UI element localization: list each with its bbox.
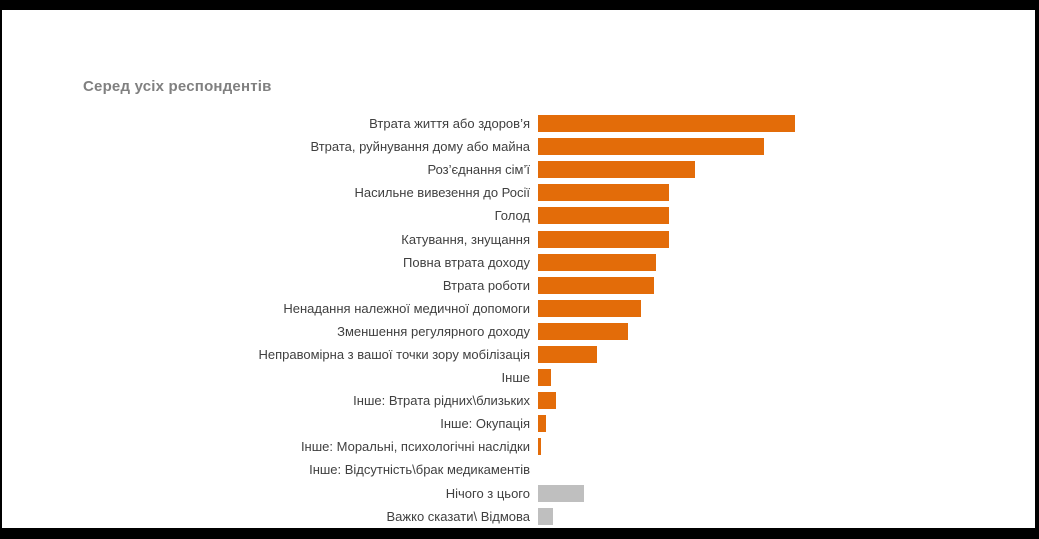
bar-chart: Втрата життя або здоров’я Втрата, руйнува…	[2, 112, 1035, 528]
bar	[538, 345, 598, 363]
bar-track	[538, 184, 1035, 202]
chart-row: Насильне вивезення до Росії	[2, 181, 1035, 204]
chart-row: Катування, знущання	[2, 227, 1035, 250]
bar-track	[538, 369, 1035, 387]
bar-track	[538, 115, 1035, 133]
chart-row: Інше	[2, 366, 1035, 389]
chart-row: Зменшення регулярного доходу	[2, 320, 1035, 343]
bar-track	[538, 322, 1035, 340]
bar-label: Повна втрата доходу	[403, 254, 530, 270]
bar-track	[538, 138, 1035, 156]
chart-row: Роз’єднання сім’ї	[2, 158, 1035, 181]
bar-label: Важко сказати\ Відмова	[386, 508, 530, 524]
bar	[538, 253, 657, 271]
bar-track	[538, 461, 1035, 478]
bar-track	[538, 207, 1035, 225]
bar	[538, 369, 551, 387]
bar-track	[538, 230, 1035, 248]
chart-row: Важко сказати\ Відмова	[2, 505, 1035, 528]
chart-row: Нічого з цього	[2, 482, 1035, 505]
bar-track	[538, 415, 1035, 433]
bar-label: Втрата, руйнування дому або майна	[310, 139, 530, 155]
bar-label: Інше: Моральні, психологічні наслідки	[300, 439, 530, 455]
bar-label: Нічого з цього	[445, 485, 530, 501]
bar-track	[538, 299, 1035, 317]
chart-row: Втрата життя або здоров’я	[2, 112, 1035, 135]
bar-track	[538, 253, 1035, 271]
chart-row: Ненадання належної медичної допомоги	[2, 297, 1035, 320]
bar-label: Втрата життя або здоров’я	[369, 116, 530, 132]
bar-label: Зменшення регулярного доходу	[337, 323, 530, 339]
chart-row: Повна втрата доходу	[2, 251, 1035, 274]
chart-title: Серед усіх респондентів	[83, 78, 272, 95]
bar-label: Голод	[494, 208, 530, 224]
bar-track	[538, 345, 1035, 363]
bar	[538, 438, 541, 456]
bar	[538, 484, 585, 502]
bar-label: Інше	[501, 370, 530, 386]
bar-label: Інше: Втрата рідних\близьких	[353, 393, 530, 409]
bar	[538, 115, 795, 133]
bar-label: Інше: Відсутність\брак медикаментів	[309, 462, 530, 478]
chart-row: Неправомірна з вашої точки зору мобіліза…	[2, 343, 1035, 366]
bar	[538, 507, 554, 525]
chart-row: Втрата, руйнування дому або майна	[2, 135, 1035, 158]
chart-row: Інше: Відсутність\брак медикаментів	[2, 458, 1035, 481]
bar-track	[538, 161, 1035, 179]
bar	[538, 184, 670, 202]
chart-row: Інше: Окупація	[2, 412, 1035, 435]
chart-row: Втрата роботи	[2, 274, 1035, 297]
bar	[538, 207, 670, 225]
bar-label: Роз’єднання сім’ї	[427, 162, 531, 178]
bar	[538, 415, 546, 433]
bar-label: Інше: Окупація	[440, 416, 530, 432]
bar	[538, 230, 670, 248]
chart-row: Інше: Втрата рідних\близьких	[2, 389, 1035, 412]
bar-track	[538, 507, 1035, 525]
bar	[538, 299, 641, 317]
bar-label: Насильне вивезення до Росії	[354, 185, 530, 201]
bar-track	[538, 484, 1035, 502]
bar	[538, 276, 654, 294]
bar-label: Ненадання належної медичної допомоги	[283, 300, 530, 316]
chart-row: Голод	[2, 204, 1035, 227]
bar-label: Неправомірна з вашої точки зору мобіліза…	[258, 346, 531, 362]
bar-track	[538, 392, 1035, 410]
chart-row: Інше: Моральні, психологічні наслідки	[2, 435, 1035, 458]
bar	[538, 322, 628, 340]
bar	[538, 138, 765, 156]
bar-label: Катування, знущання	[401, 231, 530, 247]
bar	[538, 161, 695, 179]
bar	[538, 392, 556, 410]
chart-canvas: Серед усіх респондентів Втрата життя або…	[2, 10, 1035, 528]
bar-label: Втрата роботи	[442, 277, 530, 293]
bar-track	[538, 438, 1035, 456]
bar-track	[538, 276, 1035, 294]
